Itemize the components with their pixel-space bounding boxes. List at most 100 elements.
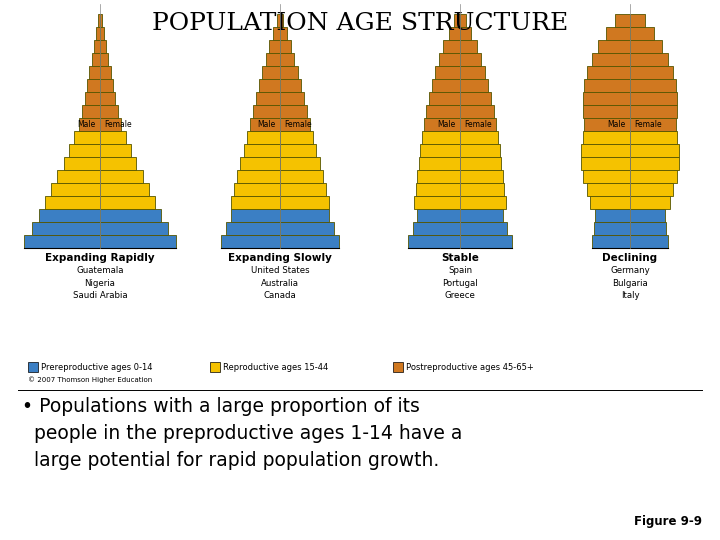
Bar — [460, 196, 505, 209]
Bar — [460, 40, 477, 53]
Bar — [100, 144, 131, 157]
Text: United States
Australia
Canada: United States Australia Canada — [251, 266, 310, 300]
Bar — [280, 144, 317, 157]
Bar — [24, 235, 100, 248]
Bar — [100, 157, 137, 170]
Bar — [460, 183, 504, 196]
Bar — [460, 105, 494, 118]
Bar — [231, 209, 280, 222]
Bar — [100, 131, 126, 144]
Bar — [460, 222, 507, 235]
Bar — [100, 105, 118, 118]
Bar — [419, 157, 460, 170]
Bar — [630, 196, 670, 209]
Bar — [78, 118, 100, 131]
Text: © 2007 Thomson Higher Education: © 2007 Thomson Higher Education — [28, 376, 152, 383]
Text: Figure 9-9: Figure 9-9 — [634, 515, 702, 528]
Bar — [585, 79, 630, 92]
Bar — [246, 131, 280, 144]
Bar — [256, 92, 280, 105]
Bar — [416, 183, 460, 196]
Bar — [630, 118, 675, 131]
Text: Expanding Rapidly: Expanding Rapidly — [45, 253, 155, 263]
Bar — [100, 27, 104, 40]
Bar — [460, 92, 491, 105]
Bar — [280, 170, 323, 183]
Text: Female: Female — [464, 120, 492, 129]
Bar — [460, 53, 481, 66]
Bar — [460, 14, 466, 27]
Bar — [413, 222, 460, 235]
Bar — [269, 40, 280, 53]
Bar — [630, 66, 672, 79]
Bar — [91, 53, 100, 66]
Bar — [438, 53, 460, 66]
Bar — [583, 105, 630, 118]
Bar — [630, 157, 680, 170]
Bar — [280, 131, 313, 144]
Bar — [100, 235, 176, 248]
Text: large potential for rapid population growth.: large potential for rapid population gro… — [22, 451, 439, 470]
Text: POPULATION AGE STRUCTURE: POPULATION AGE STRUCTURE — [152, 12, 568, 35]
Bar — [630, 144, 680, 157]
Bar — [585, 118, 630, 131]
Bar — [100, 14, 102, 27]
Bar — [583, 92, 630, 105]
Bar — [221, 235, 280, 248]
Bar — [58, 170, 100, 183]
Bar — [460, 66, 485, 79]
Bar — [280, 92, 305, 105]
Bar — [592, 235, 630, 248]
Bar — [280, 40, 291, 53]
Bar — [460, 235, 512, 248]
Bar — [280, 79, 301, 92]
Bar — [100, 92, 115, 105]
Bar — [280, 53, 294, 66]
Bar — [449, 27, 460, 40]
Bar — [280, 105, 307, 118]
Text: Postreproductive ages 45-65+: Postreproductive ages 45-65+ — [406, 362, 534, 372]
Bar — [393, 362, 403, 372]
Bar — [630, 79, 675, 92]
Bar — [280, 196, 328, 209]
Bar — [630, 14, 645, 27]
Bar — [240, 157, 280, 170]
Bar — [100, 118, 121, 131]
Text: Female: Female — [104, 120, 132, 129]
Bar — [630, 183, 673, 196]
Text: Male: Male — [438, 120, 456, 129]
Bar — [460, 170, 503, 183]
Text: Spain
Portugal
Greece: Spain Portugal Greece — [442, 266, 478, 300]
Bar — [69, 144, 100, 157]
Bar — [82, 105, 100, 118]
Bar — [435, 66, 460, 79]
Bar — [630, 170, 677, 183]
Bar — [444, 40, 460, 53]
Bar — [74, 131, 100, 144]
Bar — [99, 14, 100, 27]
Text: • Populations with a large proportion of its: • Populations with a large proportion of… — [22, 397, 420, 416]
Text: Germany
Bulgaria
Italy: Germany Bulgaria Italy — [610, 266, 650, 300]
Bar — [615, 14, 630, 27]
Bar — [277, 14, 280, 27]
Bar — [100, 183, 148, 196]
Bar — [630, 222, 667, 235]
Bar — [250, 118, 280, 131]
Bar — [432, 79, 460, 92]
Bar — [28, 362, 38, 372]
Bar — [226, 222, 280, 235]
Bar — [454, 14, 460, 27]
Bar — [238, 170, 280, 183]
Text: people in the preproductive ages 1-14 have a: people in the preproductive ages 1-14 ha… — [22, 424, 462, 443]
Bar — [258, 79, 280, 92]
Bar — [262, 66, 280, 79]
Bar — [39, 209, 100, 222]
Bar — [408, 235, 460, 248]
Text: Male: Male — [78, 120, 96, 129]
Bar — [630, 40, 662, 53]
Text: Prereproductive ages 0-14: Prereproductive ages 0-14 — [41, 362, 153, 372]
Bar — [420, 144, 460, 157]
Bar — [231, 196, 280, 209]
Bar — [100, 66, 111, 79]
Text: Expanding Slowly: Expanding Slowly — [228, 253, 332, 263]
